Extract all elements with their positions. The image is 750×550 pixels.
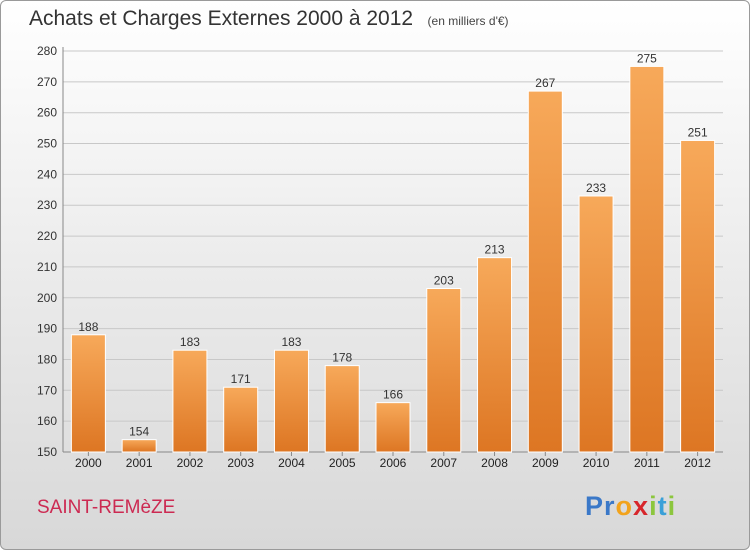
y-tick-label: 180 bbox=[37, 352, 57, 366]
y-tick-label: 260 bbox=[37, 106, 57, 120]
data-labels: 188 154 183 171 183 178 166 203 213 267 233 275 251 bbox=[78, 51, 708, 438]
data-label: 154 bbox=[129, 425, 149, 439]
location-name: SAINT-REMèZE bbox=[37, 497, 176, 518]
x-tick-label: 2001 bbox=[126, 456, 153, 470]
data-label: 183 bbox=[180, 335, 200, 349]
x-tick-label: 2012 bbox=[684, 456, 711, 470]
chart-title: Achats et Charges Externes 2000 à 2012 bbox=[29, 7, 414, 30]
x-tick-label: 2005 bbox=[329, 456, 356, 470]
y-tick-label: 210 bbox=[37, 260, 57, 274]
data-label: 166 bbox=[383, 388, 403, 402]
x-axis: 2000 2001 2002 2003 2004 2005 2006 2007 2008 2009… bbox=[75, 452, 711, 470]
y-tick-label: 280 bbox=[37, 44, 57, 58]
bar-2004[interactable] bbox=[273, 349, 309, 453]
x-tick-label: 2003 bbox=[227, 456, 254, 470]
data-label: 213 bbox=[485, 243, 505, 257]
y-tick-label: 250 bbox=[37, 137, 57, 151]
bar-2001[interactable] bbox=[121, 439, 157, 453]
data-label: 275 bbox=[637, 51, 657, 65]
bar-2009[interactable] bbox=[527, 90, 563, 453]
data-label: 203 bbox=[434, 274, 454, 288]
chart-subtitle: (en milliers d'€) bbox=[427, 14, 509, 28]
proxiti-logo[interactable]: Proxiti bbox=[585, 491, 676, 522]
data-label: 188 bbox=[78, 320, 98, 334]
data-label: 178 bbox=[332, 351, 352, 365]
bar-2011[interactable] bbox=[629, 65, 665, 453]
y-tick-label: 170 bbox=[37, 383, 57, 397]
y-tick-label: 270 bbox=[37, 75, 57, 89]
data-label: 171 bbox=[231, 372, 251, 386]
y-tick-label: 190 bbox=[37, 322, 57, 336]
x-tick-label: 2011 bbox=[634, 456, 660, 470]
y-axis: 150 160 170 180 190 200 210 220 230 240 250 260 270 2… bbox=[37, 44, 57, 459]
bar-2003[interactable] bbox=[223, 386, 259, 453]
data-label: 233 bbox=[586, 181, 606, 195]
data-label: 251 bbox=[688, 125, 708, 139]
bar-2010[interactable] bbox=[578, 195, 614, 453]
x-tick-label: 2006 bbox=[380, 456, 407, 470]
y-tick-label: 220 bbox=[37, 229, 57, 243]
y-tick-label: 240 bbox=[37, 167, 57, 181]
y-tick-label: 150 bbox=[37, 445, 57, 459]
bar-2007[interactable] bbox=[426, 288, 462, 453]
x-tick-label: 2000 bbox=[75, 456, 102, 470]
logo-letter: x bbox=[633, 491, 650, 521]
data-label: 267 bbox=[535, 76, 555, 90]
bar-2006[interactable] bbox=[375, 402, 411, 453]
bar-2012[interactable] bbox=[680, 139, 716, 453]
x-tick-label: 2002 bbox=[177, 456, 204, 470]
data-label: 183 bbox=[281, 335, 301, 349]
title-row: Achats et Charges Externes 2000 à 2012 (… bbox=[29, 7, 509, 31]
logo-letter: i bbox=[667, 491, 677, 521]
y-tick-label: 200 bbox=[37, 291, 57, 305]
bar-2008[interactable] bbox=[477, 257, 513, 453]
logo-letter: P bbox=[585, 491, 605, 521]
x-tick-label: 2007 bbox=[430, 456, 457, 470]
logo-letter: o bbox=[615, 491, 634, 521]
logo-letter: r bbox=[604, 491, 616, 521]
bar-2005[interactable] bbox=[324, 365, 360, 453]
x-tick-label: 2010 bbox=[583, 456, 610, 470]
x-tick-label: 2004 bbox=[278, 456, 305, 470]
x-tick-label: 2008 bbox=[481, 456, 508, 470]
y-tick-label: 230 bbox=[37, 198, 57, 212]
x-tick-label: 2009 bbox=[532, 456, 559, 470]
logo-letter: t bbox=[657, 491, 668, 521]
bar-2002[interactable] bbox=[172, 349, 208, 453]
logo-letter: i bbox=[649, 491, 658, 521]
bar-2000[interactable] bbox=[70, 334, 106, 453]
y-tick-label: 160 bbox=[37, 414, 57, 428]
bars bbox=[70, 65, 716, 453]
